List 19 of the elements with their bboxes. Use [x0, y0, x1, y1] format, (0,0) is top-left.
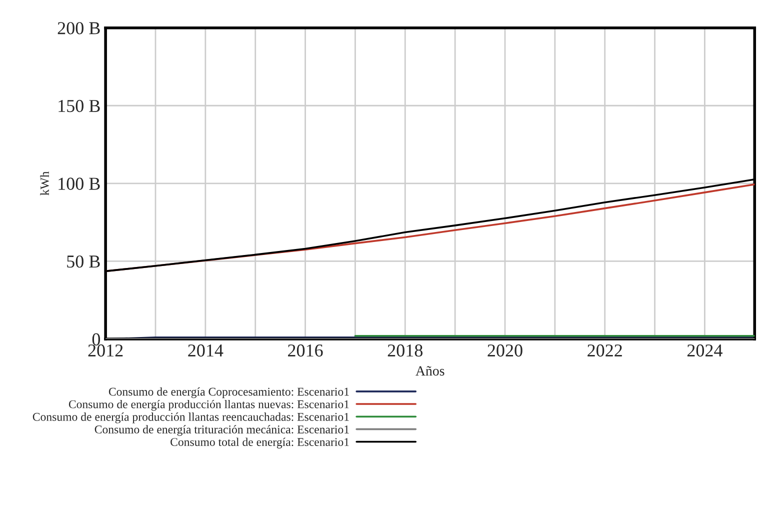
y-tick-label: 150 B: [58, 100, 100, 112]
x-tick-label: 2012: [88, 344, 123, 357]
y-tick-label: 200 B: [58, 22, 100, 34]
legend-label: Consumo de energía trituración mecánica: Escenario1: [94, 425, 349, 436]
legend-label: Consumo total de energía: Escenario1: [170, 438, 349, 448]
y-tick-label: 100 B: [58, 178, 100, 190]
y-tick-label: 0: [92, 333, 100, 346]
x-tick-label: 2018: [388, 344, 423, 357]
legend-label: Consumo de energía Coprocesamiento: Escenario1: [108, 387, 349, 398]
legend-label: Consumo de energía producción llantas nuevas: Escenario1: [68, 400, 349, 411]
x-tick-label: 2024: [687, 344, 722, 357]
x-axis-title: Años: [416, 366, 444, 376]
x-tick-label: 2022: [588, 344, 622, 357]
x-tick-label: 2016: [288, 344, 323, 357]
y-axis-title: kWh: [40, 171, 50, 196]
y-tick-label: 50 B: [67, 255, 100, 268]
x-tick-label: 2020: [488, 344, 522, 357]
x-tick-label: 2014: [188, 344, 224, 357]
legend-label: Consumo de energía producción llantas reencauchadas: Escenario1: [32, 412, 349, 424]
